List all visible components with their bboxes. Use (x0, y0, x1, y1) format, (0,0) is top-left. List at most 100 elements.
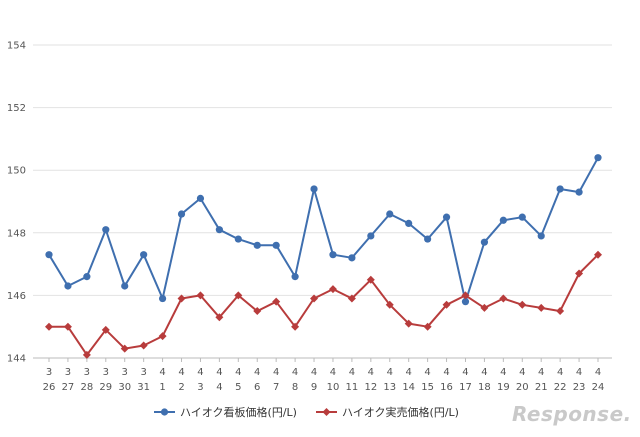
x-tick-day: 26 (43, 382, 56, 393)
data-point (102, 226, 110, 234)
x-tick-day: 9 (311, 382, 317, 393)
data-point (461, 291, 470, 300)
data-point (121, 282, 129, 290)
x-tick-day: 23 (573, 382, 586, 393)
data-point (272, 241, 280, 249)
x-tick-month: 4 (197, 367, 203, 378)
data-point (196, 291, 205, 300)
data-point (328, 285, 337, 294)
data-point (64, 282, 72, 290)
x-tick-month: 3 (122, 367, 128, 378)
x-tick-day: 29 (99, 382, 112, 393)
data-point (63, 322, 72, 331)
y-axis: 144 146 148 150 152 154 (7, 41, 26, 365)
watermark-text: Response. (512, 402, 632, 426)
data-point (139, 341, 148, 350)
x-tick-day: 5 (235, 382, 241, 393)
data-point (177, 294, 186, 303)
x-tick-month: 3 (46, 367, 52, 378)
data-point (386, 210, 394, 218)
x-tick-month: 3 (65, 367, 71, 378)
x-axis: 3263273283293303314142434445464748494104… (43, 358, 605, 393)
data-point (518, 213, 526, 221)
x-tick-month: 4 (216, 367, 222, 378)
x-tick-month: 4 (387, 367, 393, 378)
x-tick-month: 4 (538, 367, 544, 378)
x-tick-month: 4 (576, 367, 582, 378)
x-tick-month: 4 (235, 367, 241, 378)
x-tick-month: 4 (595, 367, 601, 378)
data-point (499, 294, 508, 303)
series-1 (45, 154, 602, 306)
x-tick-day: 22 (554, 382, 567, 393)
x-tick-day: 21 (535, 382, 548, 393)
data-point (177, 210, 186, 218)
data-point (120, 344, 129, 353)
data-point (518, 300, 527, 309)
data-point (575, 188, 583, 196)
data-point (347, 294, 356, 303)
data-point (215, 226, 223, 234)
x-tick-month: 4 (443, 367, 449, 378)
x-tick-day: 16 (440, 382, 453, 393)
x-tick-month: 4 (349, 367, 355, 378)
data-point (234, 291, 243, 300)
legend-label: ハイオク実売価格(円/L) (342, 405, 459, 419)
data-point (291, 322, 300, 331)
watermark-logo: Response. (512, 402, 632, 426)
plot-area (45, 154, 602, 359)
data-point (442, 300, 451, 309)
x-tick-day: 8 (292, 382, 298, 393)
legend-item-actual-price: ハイオク実売価格(円/L) (316, 405, 459, 419)
data-point (556, 185, 564, 193)
data-point (405, 219, 413, 228)
y-tick-label: 150 (7, 166, 26, 177)
data-point (594, 250, 602, 259)
legend-swatch-marker (322, 408, 331, 416)
y-tick-label: 154 (7, 41, 26, 52)
x-tick-day: 31 (137, 382, 150, 393)
x-tick-month: 4 (519, 367, 525, 378)
x-tick-day: 30 (118, 382, 131, 393)
x-tick-month: 4 (481, 367, 487, 378)
x-tick-day: 7 (273, 382, 279, 393)
data-point (556, 307, 565, 316)
x-tick-day: 28 (80, 382, 93, 393)
x-tick-month: 4 (178, 367, 184, 378)
x-tick-month: 3 (84, 367, 90, 378)
x-tick-day: 19 (497, 382, 510, 393)
data-point (480, 238, 489, 246)
x-tick-month: 4 (557, 367, 563, 378)
data-point (442, 213, 451, 221)
data-point (291, 273, 299, 281)
x-tick-day: 4 (216, 382, 222, 393)
data-point (253, 307, 262, 316)
series-line (48, 157, 599, 303)
x-tick-day: 15 (421, 382, 434, 393)
gridlines (33, 44, 612, 359)
x-tick-day: 17 (459, 382, 472, 393)
data-point (404, 319, 413, 328)
x-tick-day: 6 (254, 382, 260, 393)
data-point (367, 232, 375, 240)
data-point (83, 273, 91, 281)
legend: ハイオク看板価格(円/L) ハイオク実売価格(円/L) (154, 405, 459, 419)
x-tick-month: 4 (311, 367, 317, 378)
data-point (82, 350, 91, 359)
legend-item-signboard-price: ハイオク看板価格(円/L) (154, 405, 297, 419)
data-point (385, 300, 394, 309)
x-tick-day: 2 (178, 382, 184, 393)
data-point (499, 216, 507, 224)
data-point (158, 294, 167, 303)
x-tick-month: 4 (368, 367, 374, 378)
data-point (594, 154, 602, 162)
data-point (310, 294, 319, 303)
y-tick-label: 152 (7, 103, 26, 114)
data-point (575, 269, 584, 278)
x-tick-month: 4 (159, 367, 165, 378)
x-tick-day: 11 (346, 382, 359, 393)
x-tick-day: 24 (592, 382, 605, 393)
y-tick-label: 144 (7, 354, 26, 365)
x-tick-month: 3 (103, 367, 109, 378)
